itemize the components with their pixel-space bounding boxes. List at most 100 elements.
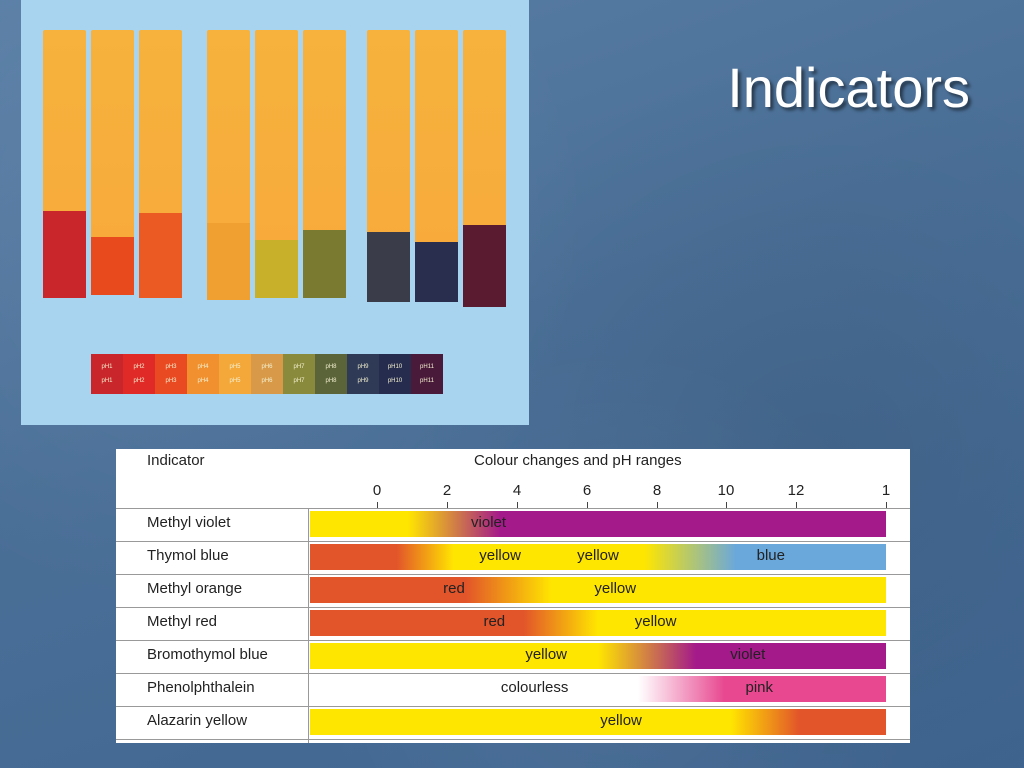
- colour-label: red: [483, 613, 506, 630]
- test-strip-tip: [463, 225, 506, 307]
- ph-tick-label: 2: [442, 482, 452, 499]
- ph-tick-label: 8: [652, 482, 662, 499]
- ph-scale-swatch: pH9 pH9: [347, 354, 379, 394]
- indicator-strips-photo: pH1 pH1 pH2 pH2 pH3 pH3 pH4 pH4 pH5 pH5 pH6 pH6 pH7 p…: [21, 0, 529, 425]
- ph-colour-bar: [310, 577, 886, 603]
- ph-scale-swatch: pH2 pH2: [123, 354, 155, 394]
- ph-scale-swatch: pH1 pH1: [91, 354, 123, 394]
- slide-title: Indicators: [727, 56, 970, 119]
- colour-label: colourless: [500, 679, 569, 696]
- colour-label: yellow: [479, 547, 521, 564]
- row-divider: [116, 508, 910, 509]
- ph-scale-label: pH9: [357, 364, 369, 370]
- ph-tick-mark: [517, 502, 518, 508]
- ph-scale-swatch: pH8 pH8: [315, 354, 347, 394]
- row-divider: [116, 607, 910, 608]
- ph-tick-mark: [377, 502, 378, 508]
- indicator-table: Indicator Colour changes and pH ranges 0…: [116, 449, 910, 743]
- ph-scale-swatch: pH7 pH7: [283, 354, 315, 394]
- ph-scale-sublabel: pH6: [261, 378, 273, 384]
- test-strip-tip: [367, 232, 410, 302]
- test-strip-tip: [91, 237, 134, 295]
- colour-label: yellow: [634, 613, 677, 630]
- indicator-name: Methyl violet: [147, 514, 231, 531]
- ph-scale-label: pH3: [165, 364, 177, 370]
- ph-tick-label: 0: [372, 482, 382, 499]
- row-divider: [116, 673, 910, 674]
- ph-tick-mark: [726, 502, 727, 508]
- ph-scale-sublabel: pH11: [420, 378, 434, 384]
- ph-scale-sublabel: pH4: [197, 378, 209, 384]
- test-strip: [303, 30, 346, 298]
- test-strip-tip: [207, 223, 250, 300]
- indicator-name: Methyl red: [147, 613, 218, 630]
- ph-tick-label: 10: [717, 482, 735, 499]
- test-strip-tip: [43, 211, 86, 298]
- ph-scale-label: pH5: [229, 364, 241, 370]
- ph-scale-label: pH6: [261, 364, 273, 370]
- ph-tick-label: 12: [787, 482, 805, 499]
- indicator-name: Phenolphthalein: [147, 679, 255, 696]
- ph-tick-mark: [447, 502, 448, 508]
- test-strip-tip: [303, 230, 346, 298]
- test-strip-tip: [415, 242, 458, 302]
- ph-colour-bar: [310, 511, 886, 537]
- test-strip: [255, 30, 298, 298]
- ph-scale-label: pH10: [387, 364, 403, 370]
- ph-colour-bar: [310, 676, 886, 702]
- test-strip: [463, 30, 506, 307]
- ph-scale-sublabel: pH5: [229, 378, 241, 384]
- indicator-name: Thymol blue: [147, 547, 229, 564]
- header-colour-changes: Colour changes and pH ranges: [474, 452, 682, 469]
- ph-tick-label: 6: [582, 482, 592, 499]
- ph-scale-label: pH11: [420, 364, 434, 370]
- ph-scale-sublabel: pH8: [325, 378, 337, 384]
- row-divider: [116, 739, 910, 740]
- ph-scale-label: pH2: [133, 364, 145, 370]
- colour-label: red: [443, 580, 465, 597]
- colour-label: pink: [745, 679, 774, 696]
- ph-scale-swatch: pH6 pH6: [251, 354, 283, 394]
- test-strip: [415, 30, 458, 302]
- ph-scale-sublabel: pH1: [101, 378, 113, 384]
- test-strip-tip: [139, 213, 182, 298]
- ph-scale-sublabel: pH3: [165, 378, 177, 384]
- ph-scale-swatch: pH11 pH11: [411, 354, 443, 394]
- ph-colour-bar: [310, 643, 886, 669]
- colour-label: yellow: [594, 580, 637, 597]
- ph-reference-scale: pH1 pH1 pH2 pH2 pH3 pH3 pH4 pH4 pH5 pH5 pH6 pH6 pH7 p…: [91, 354, 443, 394]
- colour-label: yellow: [525, 646, 567, 663]
- test-strip: [139, 30, 182, 298]
- test-strip: [91, 30, 134, 295]
- row-divider: [116, 574, 910, 575]
- colour-label: blue: [756, 547, 785, 564]
- row-divider: [116, 706, 910, 707]
- test-strip: [207, 30, 250, 300]
- ph-scale-sublabel: pH2: [133, 378, 145, 384]
- row-divider: [116, 541, 910, 542]
- ph-scale-label: pH1: [101, 364, 113, 370]
- indicator-name: Methyl orange: [147, 580, 243, 597]
- ph-colour-bar: [310, 709, 886, 735]
- ph-scale-sublabel: pH9: [357, 378, 369, 384]
- colour-label: violet: [730, 646, 766, 663]
- ph-colour-bar: [310, 544, 886, 570]
- row-divider: [116, 640, 910, 641]
- ph-colour-bar: [310, 610, 886, 636]
- ph-scale-swatch: pH4 pH4: [187, 354, 219, 394]
- ph-tick-label: 4: [512, 482, 522, 499]
- ph-scale-label: pH8: [325, 364, 337, 370]
- test-strip-tip: [255, 240, 298, 298]
- column-divider: [308, 508, 309, 743]
- ph-scale-swatch: pH5 pH5: [219, 354, 251, 394]
- ph-scale-sublabel: pH10: [387, 378, 403, 384]
- ph-scale-swatch: pH10 pH10: [379, 354, 411, 394]
- ph-scale-sublabel: pH7: [293, 378, 305, 384]
- ph-scale-swatch: pH3 pH3: [155, 354, 187, 394]
- ph-tick-mark: [657, 502, 658, 508]
- header-indicator: Indicator: [147, 452, 205, 469]
- indicator-name: Alazarin yellow: [147, 712, 248, 729]
- ph-scale-label: pH7: [293, 364, 305, 370]
- indicator-name: Bromothymol blue: [147, 646, 268, 663]
- ph-scale-label: pH4: [197, 364, 209, 370]
